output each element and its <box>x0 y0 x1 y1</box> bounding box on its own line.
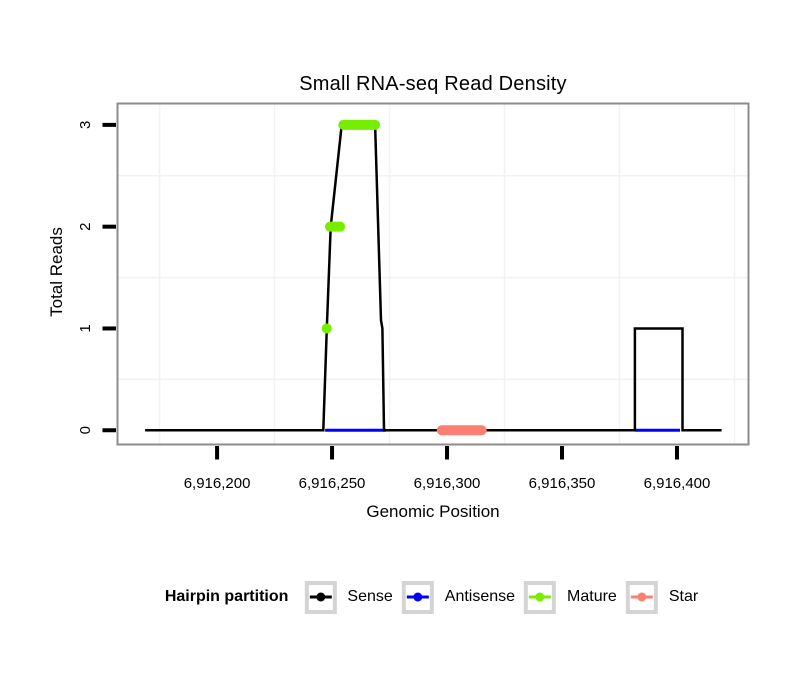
legend-item-star: Star <box>625 580 699 614</box>
legend-key-dot <box>413 592 423 602</box>
y-tick-label: 3 <box>77 121 94 129</box>
legend-item-sense: Sense <box>304 580 393 614</box>
chart-title: Small RNA-seq Read Density <box>299 73 567 95</box>
x-tick-label: 6,916,200 <box>184 475 251 492</box>
y-tick-label: 1 <box>77 324 94 332</box>
legend-item-label: Antisense <box>444 588 516 605</box>
legend-key-dot <box>315 592 325 602</box>
legend-item-label: Sense <box>347 588 393 605</box>
y-tick-label: 2 <box>77 222 94 230</box>
legend-key-box <box>401 580 434 614</box>
x-tick-label: 6,916,350 <box>529 475 596 492</box>
legend-key-box <box>304 580 337 614</box>
y-tick-label: 0 <box>77 426 94 434</box>
x-axis-title: Genomic Position <box>366 502 500 521</box>
legend-item-antisense: Antisense <box>401 580 516 614</box>
sense-line <box>145 123 722 432</box>
legend-item-label: Star <box>668 588 699 605</box>
x-tick-label: 6,916,300 <box>414 475 481 492</box>
legend-key-dot <box>637 592 647 602</box>
legend-key-box <box>625 580 658 614</box>
legend-item-mature: Mature <box>524 580 617 614</box>
plot-area: 6,916,200 6,916,250 6,916,300 6,916,350 6,91… <box>77 102 750 492</box>
x-tick-label: 6,916,400 <box>644 475 711 492</box>
y-axis-title: Total Reads <box>47 227 66 317</box>
plot-panel <box>116 102 750 446</box>
x-tick-label: 6,916,250 <box>299 475 366 492</box>
legend-key-dot <box>535 592 545 602</box>
mature-point <box>321 323 332 334</box>
legend-title: Hairpin partition <box>164 588 289 605</box>
legend-key-box <box>524 580 557 614</box>
legend-item-label: Mature <box>567 588 617 605</box>
legend: Hairpin partition Sense Antisense Mature St… <box>165 580 707 614</box>
